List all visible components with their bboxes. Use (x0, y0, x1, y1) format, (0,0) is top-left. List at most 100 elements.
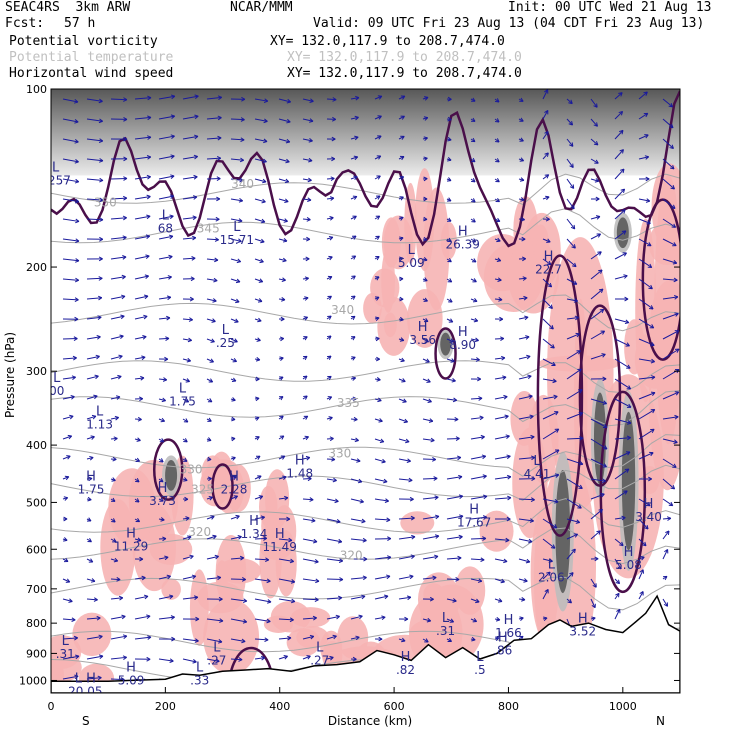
wind-vector-head-253 (522, 276, 527, 281)
wind-vector-shaft-256 (590, 269, 603, 280)
wind-vector-head-575 (136, 537, 142, 543)
wind-vector-head-659 (290, 598, 296, 604)
wind-vector-head-568 (598, 508, 603, 514)
wind-vector-head-234 (74, 277, 80, 283)
field-wind-xy: XY= 132.0,117.9 to 208.7,474.0 (287, 66, 522, 81)
org-label: NCAR/MMM (230, 0, 293, 15)
wind-vector-shaft-417 (86, 415, 97, 420)
pv-closed-contour-0 (152, 438, 184, 501)
wind-vector-shaft-255 (566, 278, 578, 285)
wind-vector-head-65 (377, 135, 382, 140)
wind-vector-shaft-35 (278, 118, 291, 123)
wind-vector-shaft-558 (350, 518, 366, 523)
wind-vector-head-240 (213, 277, 218, 283)
wind-vector-head-89 (331, 156, 336, 162)
pv-extremum-value-13: 15.71 (220, 233, 254, 247)
wind-vector-head-409 (528, 394, 533, 400)
wind-vector-shaft-663 (374, 595, 389, 600)
wind-vector-head-416 (69, 414, 74, 420)
wind-vector-head-562 (459, 514, 464, 519)
wind-vector-shaft-206 (638, 238, 652, 247)
pv-extremum-value-29: .27 (207, 654, 226, 668)
wind-vector-shaft-537 (470, 495, 488, 500)
terrain-profile (51, 594, 680, 693)
wind-vector-head-453 (329, 436, 334, 442)
wind-vector-head-232 (647, 263, 653, 269)
wind-vector-shaft-30 (158, 115, 175, 120)
wind-vector-shaft-635 (326, 578, 343, 581)
wind-vector-shaft-241 (230, 278, 241, 283)
wind-vector-shaft-512 (494, 476, 511, 480)
wind-vector-shaft-589 (470, 537, 486, 540)
wind-vector-shaft-458 (446, 437, 460, 440)
wind-vector-shaft-356 (494, 357, 505, 360)
wind-vector-head-649 (662, 575, 668, 581)
wind-vector-shaft-161 (182, 216, 197, 220)
wind-vector-shaft-654 (158, 595, 174, 600)
wind-vector-shaft-207 (662, 238, 677, 247)
wind-vector-shaft-440 (638, 409, 655, 420)
wind-vector-shaft-178 (590, 216, 601, 220)
wind-vector-shaft-551 (182, 517, 190, 520)
wind-vector-head-8 (263, 98, 269, 103)
wind-vector-head-428 (353, 416, 358, 422)
wind-vector-head-223 (423, 257, 428, 262)
wind-vector-head-185 (145, 234, 151, 240)
wind-vector-head-343 (186, 357, 192, 363)
pv-extremum-value-32: .5 (474, 663, 485, 677)
wind-vector-head-37 (331, 116, 337, 122)
wind-vector-shaft-339 (86, 355, 100, 360)
wind-vector-shaft-702 (62, 637, 78, 640)
wind-vector-head-498 (158, 477, 164, 483)
wind-vector-head-518 (648, 476, 653, 482)
wind-vector-head-688 (358, 614, 363, 620)
wind-vector-shaft-670 (542, 589, 549, 600)
wind-vector-shaft-25 (662, 98, 673, 108)
wind-vector-shaft-462 (542, 428, 560, 440)
wind-vector-head-125 (569, 184, 575, 189)
wind-vector-head-93 (423, 156, 428, 162)
wind-vector-shaft-184 (110, 236, 127, 240)
wind-vector-shaft-485 (470, 455, 486, 460)
wind-vector-shaft-456 (398, 438, 410, 443)
wind-vector-shaft-634 (302, 578, 320, 582)
wind-vector-head-367 (140, 375, 145, 381)
theta-label-6: 325 (191, 483, 214, 497)
wind-vector-shaft-353 (422, 358, 430, 363)
pink-shading-3-3 (203, 599, 260, 675)
wind-vector-shaft-640 (446, 578, 460, 581)
wind-vector-head-736 (260, 655, 266, 661)
wind-vector-head-17 (471, 97, 476, 102)
wind-vector-head-699 (616, 608, 621, 614)
wind-vector-head-474 (207, 456, 212, 462)
wind-vector-head-170 (399, 216, 404, 221)
wind-vector-head-202 (546, 238, 551, 243)
wind-vector-shaft-469 (86, 456, 94, 460)
wind-vector-head-398 (255, 396, 260, 402)
init-time: Init: 00 UTC Wed 21 Aug 13 (508, 0, 712, 15)
wind-vector-head-470 (112, 456, 117, 462)
wind-vector-shaft-73 (566, 138, 574, 147)
wind-vector-head-676 (71, 617, 76, 623)
wind-vector-head-671 (567, 598, 572, 604)
wind-vector-shaft-382 (494, 376, 507, 380)
wind-vector-head-60 (263, 138, 268, 144)
wind-vector-shaft-85 (230, 158, 244, 161)
wind-vector-shaft-6 (206, 96, 222, 100)
pv-extremum-value-20: 4.41 (524, 467, 551, 481)
wind-vector-shaft-329 (470, 338, 479, 341)
wind-vector-shaft-385 (566, 368, 582, 380)
wind-vector-head-77 (669, 144, 674, 150)
pink-shading-4-3 (263, 615, 294, 633)
wind-vector-shaft-47 (566, 118, 573, 126)
wind-vector-shaft-679 (134, 615, 151, 620)
field-theta-xy: XY= 132.0,117.9 to 208.7,474.0 (287, 50, 522, 65)
wind-vector-head-165 (283, 218, 288, 223)
wind-vector-head-154 (645, 198, 651, 203)
wind-vector-head-12 (355, 95, 360, 101)
wind-vector-head-150 (545, 195, 550, 201)
wind-vector-head-605 (239, 555, 245, 561)
wind-vector-head-332 (550, 344, 555, 349)
theta-label-7: 320 (188, 525, 211, 539)
wind-vector-head-351 (375, 356, 381, 362)
